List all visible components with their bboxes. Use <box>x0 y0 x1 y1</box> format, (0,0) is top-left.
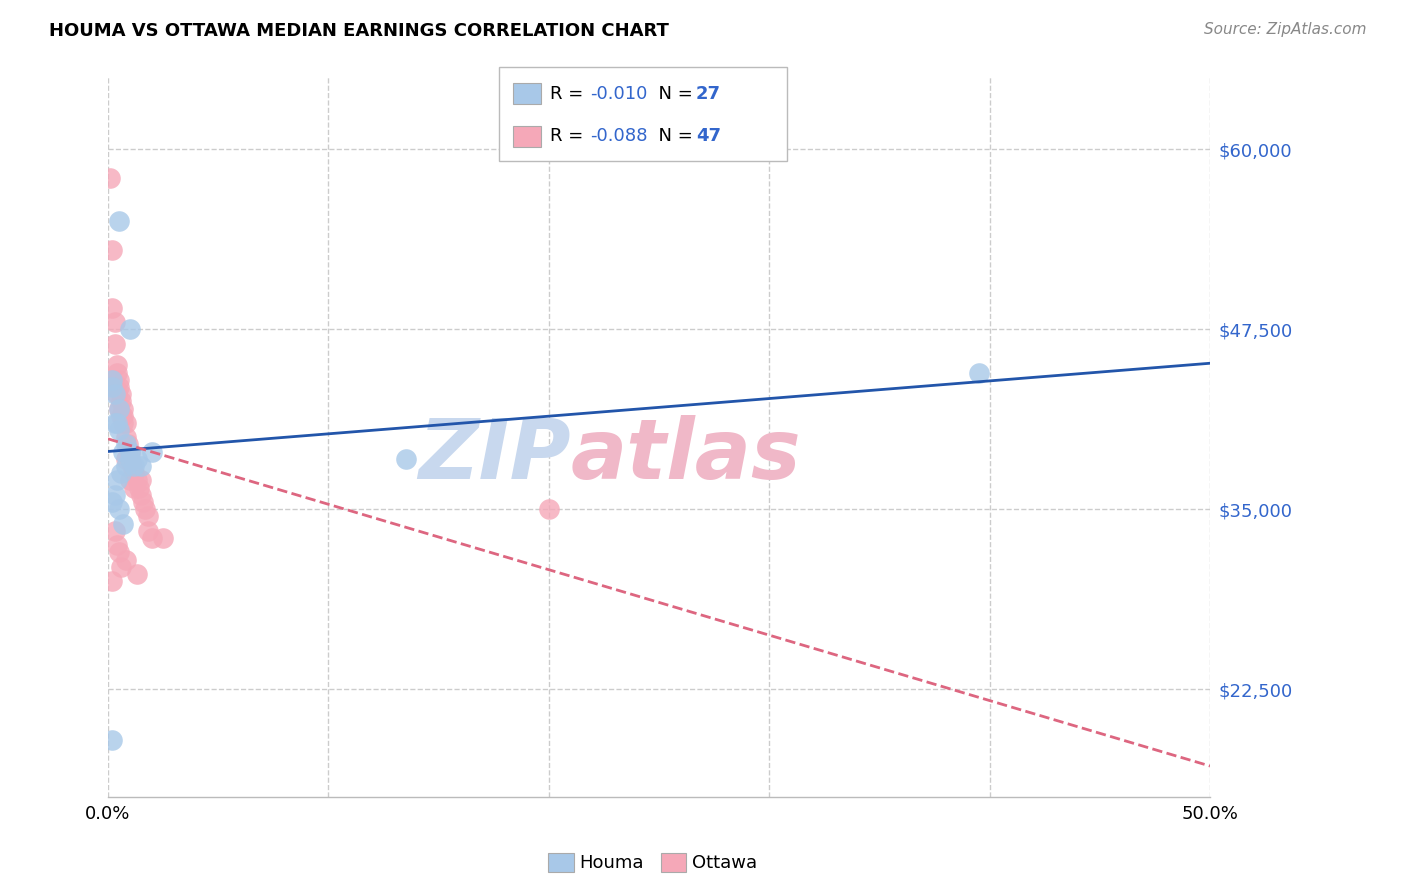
Point <box>124 481 146 495</box>
Point <box>110 387 132 401</box>
Point <box>108 401 131 416</box>
Point <box>134 502 156 516</box>
Text: -0.088: -0.088 <box>591 128 648 145</box>
Point <box>125 474 148 488</box>
Point <box>101 243 124 257</box>
Point <box>537 502 560 516</box>
Point <box>118 322 141 336</box>
Point <box>124 467 146 481</box>
Point <box>108 502 131 516</box>
Text: R =: R = <box>550 85 589 103</box>
Point <box>98 171 121 186</box>
Point <box>394 451 416 466</box>
Point <box>105 387 128 401</box>
Text: ZIP: ZIP <box>418 415 571 496</box>
Text: N =: N = <box>647 85 699 103</box>
Point <box>129 474 152 488</box>
Text: Source: ZipAtlas.com: Source: ZipAtlas.com <box>1204 22 1367 37</box>
Point <box>108 380 131 394</box>
Text: -0.010: -0.010 <box>591 85 648 103</box>
Point <box>114 459 136 474</box>
Text: Houma: Houma <box>579 854 644 871</box>
Point <box>104 315 127 329</box>
Point <box>104 336 127 351</box>
Point <box>141 531 163 545</box>
Point <box>104 380 127 394</box>
Point <box>101 380 124 394</box>
Point <box>108 423 131 437</box>
Point <box>112 409 135 423</box>
Point <box>112 444 135 458</box>
Point <box>114 416 136 430</box>
Point <box>967 366 990 380</box>
Point <box>105 416 128 430</box>
Point <box>114 552 136 566</box>
Point <box>125 567 148 582</box>
Point <box>101 495 124 509</box>
Point <box>110 394 132 409</box>
Point <box>101 373 124 387</box>
Point <box>112 401 135 416</box>
Text: N =: N = <box>647 128 699 145</box>
Point <box>114 430 136 444</box>
Point <box>110 559 132 574</box>
Point <box>118 444 141 458</box>
Text: HOUMA VS OTTAWA MEDIAN EARNINGS CORRELATION CHART: HOUMA VS OTTAWA MEDIAN EARNINGS CORRELAT… <box>49 22 669 40</box>
Point <box>105 538 128 552</box>
Point <box>124 459 146 474</box>
Point <box>108 373 131 387</box>
Point <box>101 373 124 387</box>
Point <box>104 488 127 502</box>
Text: 27: 27 <box>696 85 721 103</box>
Point <box>128 481 150 495</box>
Point <box>101 732 124 747</box>
Point <box>129 488 152 502</box>
Point <box>125 451 148 466</box>
Point <box>110 467 132 481</box>
Point <box>118 451 141 466</box>
Point <box>118 444 141 458</box>
Point <box>117 437 139 451</box>
Point <box>136 524 159 538</box>
Point <box>108 214 131 228</box>
Text: Ottawa: Ottawa <box>692 854 756 871</box>
Point <box>108 401 131 416</box>
Point <box>136 509 159 524</box>
Point <box>112 516 135 531</box>
Point <box>105 474 128 488</box>
Point <box>118 474 141 488</box>
Point <box>129 459 152 474</box>
Text: R =: R = <box>550 128 589 145</box>
Point <box>141 444 163 458</box>
Point <box>114 451 136 466</box>
Point <box>152 531 174 545</box>
Point <box>114 437 136 451</box>
Point <box>132 495 155 509</box>
Point <box>118 451 141 466</box>
Point <box>104 524 127 538</box>
Point <box>105 359 128 373</box>
Point <box>105 366 128 380</box>
Point <box>108 545 131 559</box>
Point <box>121 459 143 474</box>
Point <box>101 574 124 589</box>
Point <box>110 409 132 423</box>
Text: 47: 47 <box>696 128 721 145</box>
Point <box>112 416 135 430</box>
Point <box>104 416 127 430</box>
Text: atlas: atlas <box>571 415 801 496</box>
Point <box>101 301 124 315</box>
Point <box>104 387 127 401</box>
